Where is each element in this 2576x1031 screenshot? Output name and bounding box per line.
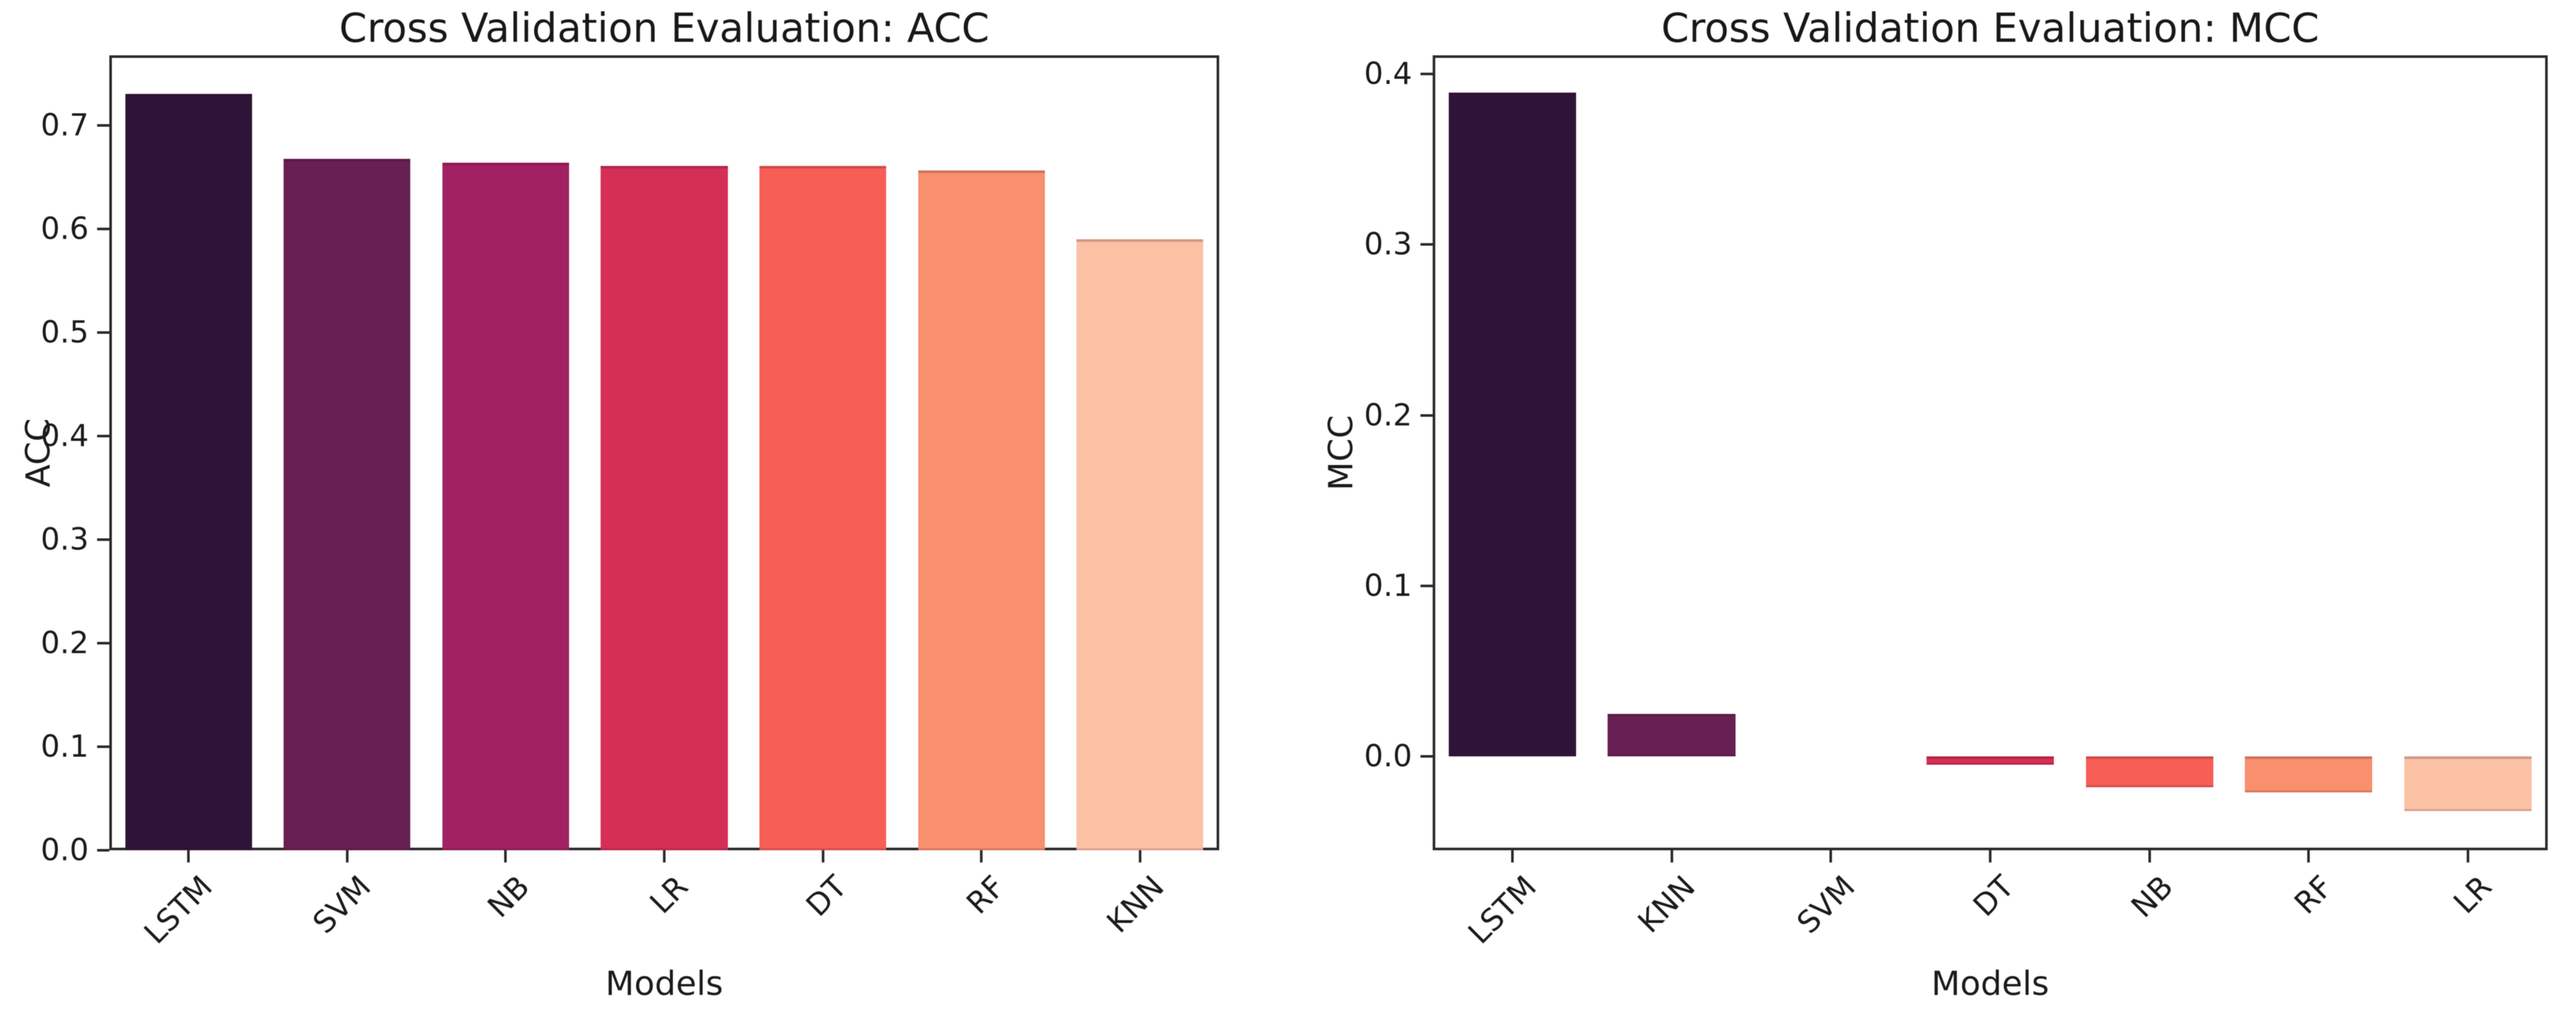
x-tick	[2467, 850, 2470, 862]
y-tick-label: 0.6	[41, 211, 89, 247]
x-tick	[345, 850, 349, 862]
y-tick	[97, 538, 109, 542]
y-tick-label: 0.2	[1364, 397, 1412, 433]
bar-knn	[1608, 713, 1736, 757]
x-tick-label: RF	[2287, 869, 2340, 922]
y-tick	[97, 435, 109, 438]
bar-dt	[759, 166, 887, 850]
y-tick	[97, 124, 109, 127]
y-tick	[97, 642, 109, 645]
y-tick-label: 0.1	[1364, 568, 1412, 604]
x-tick-label: DT	[1966, 869, 2022, 924]
y-tick-label: 0.3	[1364, 226, 1412, 262]
y-tick-label: 0.4	[41, 418, 89, 454]
x-tick-label: KNN	[1100, 869, 1171, 940]
x-tick	[1138, 850, 1141, 862]
bar-rf	[918, 170, 1045, 850]
x-tick	[1670, 850, 1673, 862]
bar-dt	[1926, 756, 2054, 765]
bar-lstm	[125, 93, 252, 850]
x-tick-label: SVM	[1790, 869, 1862, 941]
x-tick-label: SVM	[306, 869, 378, 941]
x-tick	[1829, 850, 1833, 862]
bar-rf	[2245, 756, 2373, 792]
y-tick-label: 0.5	[41, 315, 89, 351]
x-tick	[2307, 850, 2310, 862]
y-tick	[1420, 243, 1433, 246]
y-tick-label: 0.2	[41, 625, 89, 661]
x-tick-label: LSTM	[137, 869, 220, 951]
x-tick	[1510, 850, 1514, 862]
x-tick	[504, 850, 507, 862]
bar-nb	[442, 163, 570, 850]
axes-box	[109, 55, 1219, 850]
bar-knn	[1076, 239, 1204, 850]
bar-svm	[284, 158, 411, 850]
x-tick-label: DT	[799, 869, 854, 924]
chart-title: Cross Validation Evaluation: ACC	[339, 5, 990, 51]
y-tick	[1420, 755, 1433, 758]
x-tick	[2148, 850, 2151, 862]
x-tick	[1989, 850, 1991, 862]
y-tick-label: 0.3	[41, 522, 89, 558]
y-axis-label: MCC	[1322, 415, 1361, 491]
x-tick-label: LR	[643, 869, 696, 921]
y-tick	[97, 745, 109, 749]
bar-lstm	[1448, 93, 1576, 757]
y-tick	[97, 228, 109, 231]
x-tick-label: NB	[480, 869, 537, 925]
y-tick-label: 0.0	[1364, 738, 1412, 774]
x-axis-label: Models	[1931, 965, 2049, 1003]
x-tick	[187, 850, 190, 862]
bar-nb	[2085, 756, 2213, 787]
y-axis-label: ACC	[19, 418, 58, 488]
x-tick	[980, 850, 983, 862]
y-tick	[1420, 73, 1433, 76]
y-tick	[97, 331, 109, 334]
y-tick-label: 0.7	[41, 107, 89, 143]
x-tick	[663, 850, 666, 862]
x-tick-label: LSTM	[1461, 869, 1543, 951]
x-tick-label: LR	[2447, 869, 2499, 921]
y-tick	[1420, 414, 1433, 417]
x-tick-label: KNN	[1631, 869, 1703, 940]
axes-box	[1433, 55, 2548, 850]
y-tick-label: 0.4	[1364, 56, 1412, 92]
y-tick-label: 0.0	[41, 832, 89, 868]
bar-lr	[2404, 756, 2532, 811]
y-tick	[1420, 584, 1433, 587]
y-tick	[97, 849, 109, 852]
x-tick	[821, 850, 824, 862]
chart-title: Cross Validation Evaluation: MCC	[1661, 5, 2319, 51]
x-tick-label: NB	[2125, 869, 2181, 925]
bar-lr	[601, 166, 728, 850]
x-axis-label: Models	[605, 965, 723, 1003]
y-tick-label: 0.1	[41, 729, 89, 765]
x-tick-label: RF	[960, 869, 1013, 922]
